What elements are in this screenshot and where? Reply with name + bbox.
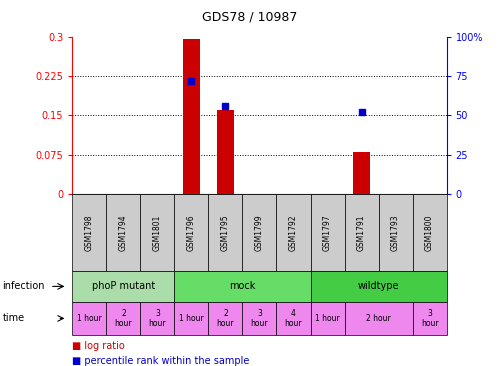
Text: GSM1797: GSM1797 xyxy=(323,214,332,251)
Text: GSM1793: GSM1793 xyxy=(391,214,400,251)
Text: GSM1795: GSM1795 xyxy=(221,214,230,251)
Text: 3
hour: 3 hour xyxy=(250,309,268,328)
Text: phoP mutant: phoP mutant xyxy=(92,281,155,291)
Bar xyxy=(72,194,106,271)
Bar xyxy=(276,194,310,271)
Text: GSM1800: GSM1800 xyxy=(425,214,434,251)
Text: infection: infection xyxy=(2,281,45,291)
Bar xyxy=(243,302,276,335)
Bar xyxy=(175,271,310,302)
Text: GSM1792: GSM1792 xyxy=(289,214,298,251)
Text: mock: mock xyxy=(229,281,255,291)
Text: 1 hour: 1 hour xyxy=(315,314,340,323)
Text: GDS78 / 10987: GDS78 / 10987 xyxy=(202,11,297,24)
Bar xyxy=(106,194,140,271)
Text: GSM1801: GSM1801 xyxy=(153,214,162,251)
Bar xyxy=(175,302,209,335)
Bar xyxy=(344,194,379,271)
Text: 4
hour: 4 hour xyxy=(285,309,302,328)
Bar xyxy=(310,194,344,271)
Text: GSM1794: GSM1794 xyxy=(119,214,128,251)
Text: time: time xyxy=(2,313,24,324)
Text: GSM1791: GSM1791 xyxy=(357,214,366,251)
Bar xyxy=(243,194,276,271)
Bar xyxy=(72,271,175,302)
Bar xyxy=(344,302,413,335)
Text: GSM1798: GSM1798 xyxy=(85,214,94,251)
Bar xyxy=(72,302,106,335)
Text: 2
hour: 2 hour xyxy=(217,309,234,328)
Bar xyxy=(310,302,344,335)
Bar xyxy=(276,302,310,335)
Text: GSM1796: GSM1796 xyxy=(187,214,196,251)
Bar xyxy=(217,110,234,194)
Bar xyxy=(310,271,447,302)
Bar xyxy=(209,302,243,335)
Bar xyxy=(175,194,209,271)
Text: 1 hour: 1 hour xyxy=(77,314,102,323)
Text: 1 hour: 1 hour xyxy=(179,314,204,323)
Bar xyxy=(413,194,447,271)
Text: GSM1799: GSM1799 xyxy=(255,214,264,251)
Bar xyxy=(140,302,175,335)
Bar xyxy=(353,152,370,194)
Text: 2 hour: 2 hour xyxy=(366,314,391,323)
Bar xyxy=(106,302,140,335)
Bar xyxy=(379,194,413,271)
Bar xyxy=(209,194,243,271)
Text: ■ log ratio: ■ log ratio xyxy=(72,341,125,351)
Text: wildtype: wildtype xyxy=(358,281,399,291)
Text: 3
hour: 3 hour xyxy=(421,309,439,328)
Text: 3
hour: 3 hour xyxy=(149,309,166,328)
Bar xyxy=(413,302,447,335)
Bar xyxy=(183,39,200,194)
Text: ■ percentile rank within the sample: ■ percentile rank within the sample xyxy=(72,355,249,366)
Bar xyxy=(140,194,175,271)
Text: 2
hour: 2 hour xyxy=(115,309,132,328)
